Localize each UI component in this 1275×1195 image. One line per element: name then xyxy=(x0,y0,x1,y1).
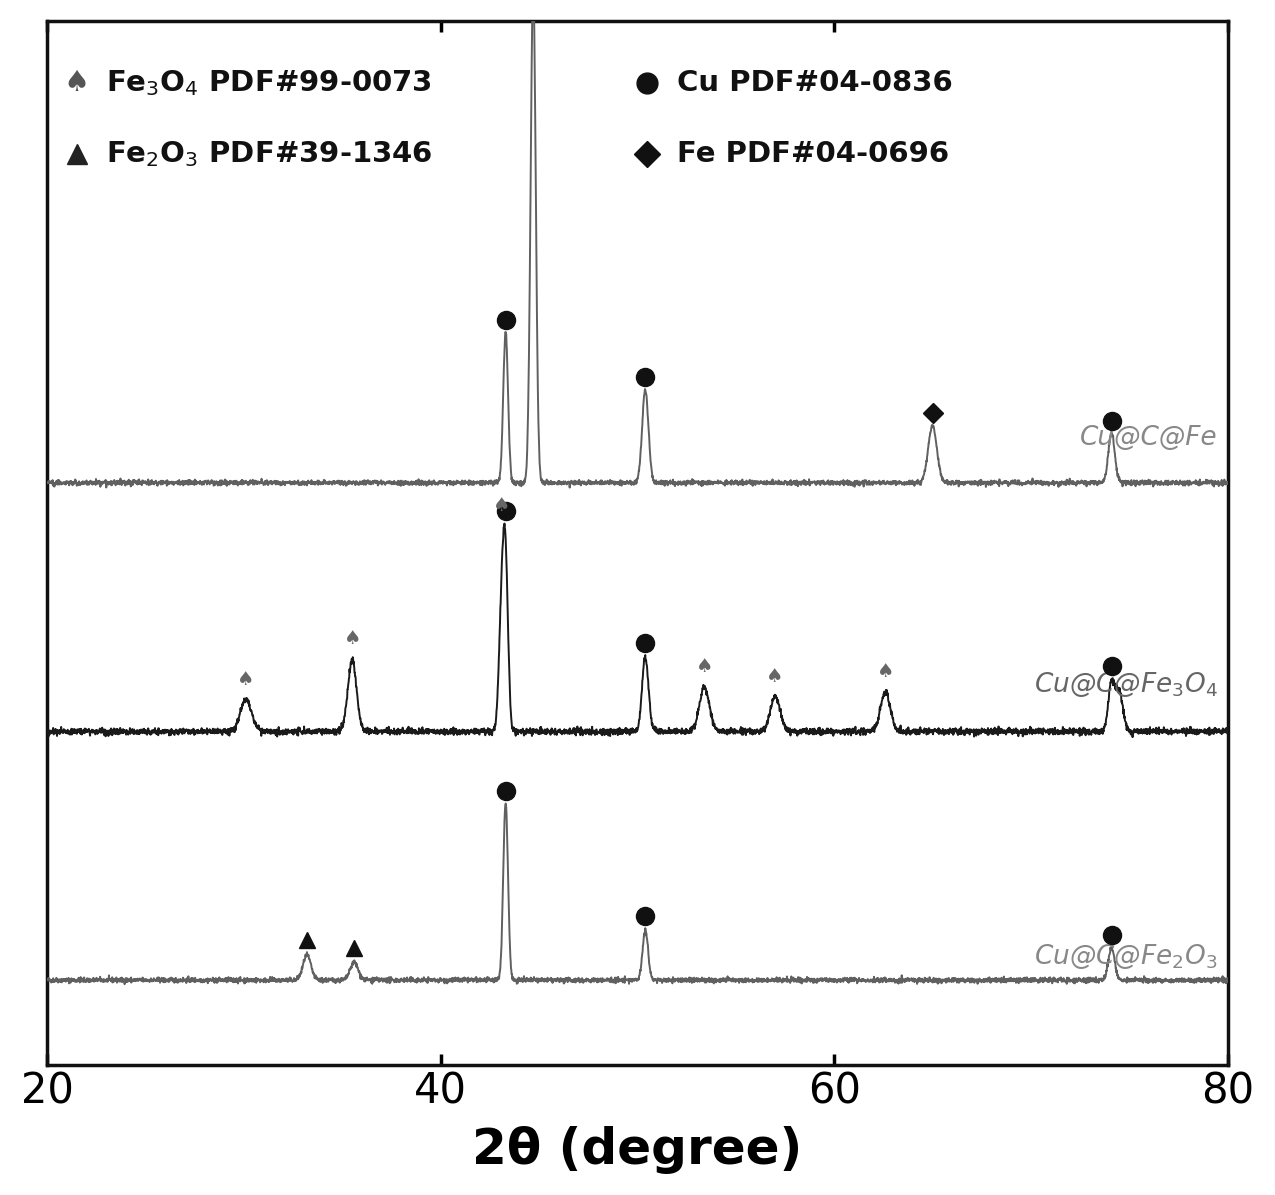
Text: Fe$_2$O$_3$ PDF#39-1346: Fe$_2$O$_3$ PDF#39-1346 xyxy=(106,139,432,168)
Text: Cu@C@Fe: Cu@C@Fe xyxy=(1080,424,1218,451)
Text: Cu PDF#04-0836: Cu PDF#04-0836 xyxy=(677,69,952,97)
Text: Cu@C@Fe$_3$O$_4$: Cu@C@Fe$_3$O$_4$ xyxy=(1034,670,1218,699)
Text: Cu@C@Fe$_2$O$_3$: Cu@C@Fe$_2$O$_3$ xyxy=(1034,943,1218,972)
X-axis label: 2θ (degree): 2θ (degree) xyxy=(472,1126,802,1175)
Text: ♠: ♠ xyxy=(237,670,255,690)
Text: ♠: ♠ xyxy=(64,69,89,97)
Text: ♠: ♠ xyxy=(766,667,784,686)
Text: Fe PDF#04-0696: Fe PDF#04-0696 xyxy=(677,140,949,168)
Text: ♠: ♠ xyxy=(696,657,713,676)
Text: Fe$_3$O$_4$ PDF#99-0073: Fe$_3$O$_4$ PDF#99-0073 xyxy=(106,68,432,98)
Text: ♠: ♠ xyxy=(493,496,510,515)
Text: ♠: ♠ xyxy=(343,630,361,648)
Text: ♠: ♠ xyxy=(876,662,894,681)
